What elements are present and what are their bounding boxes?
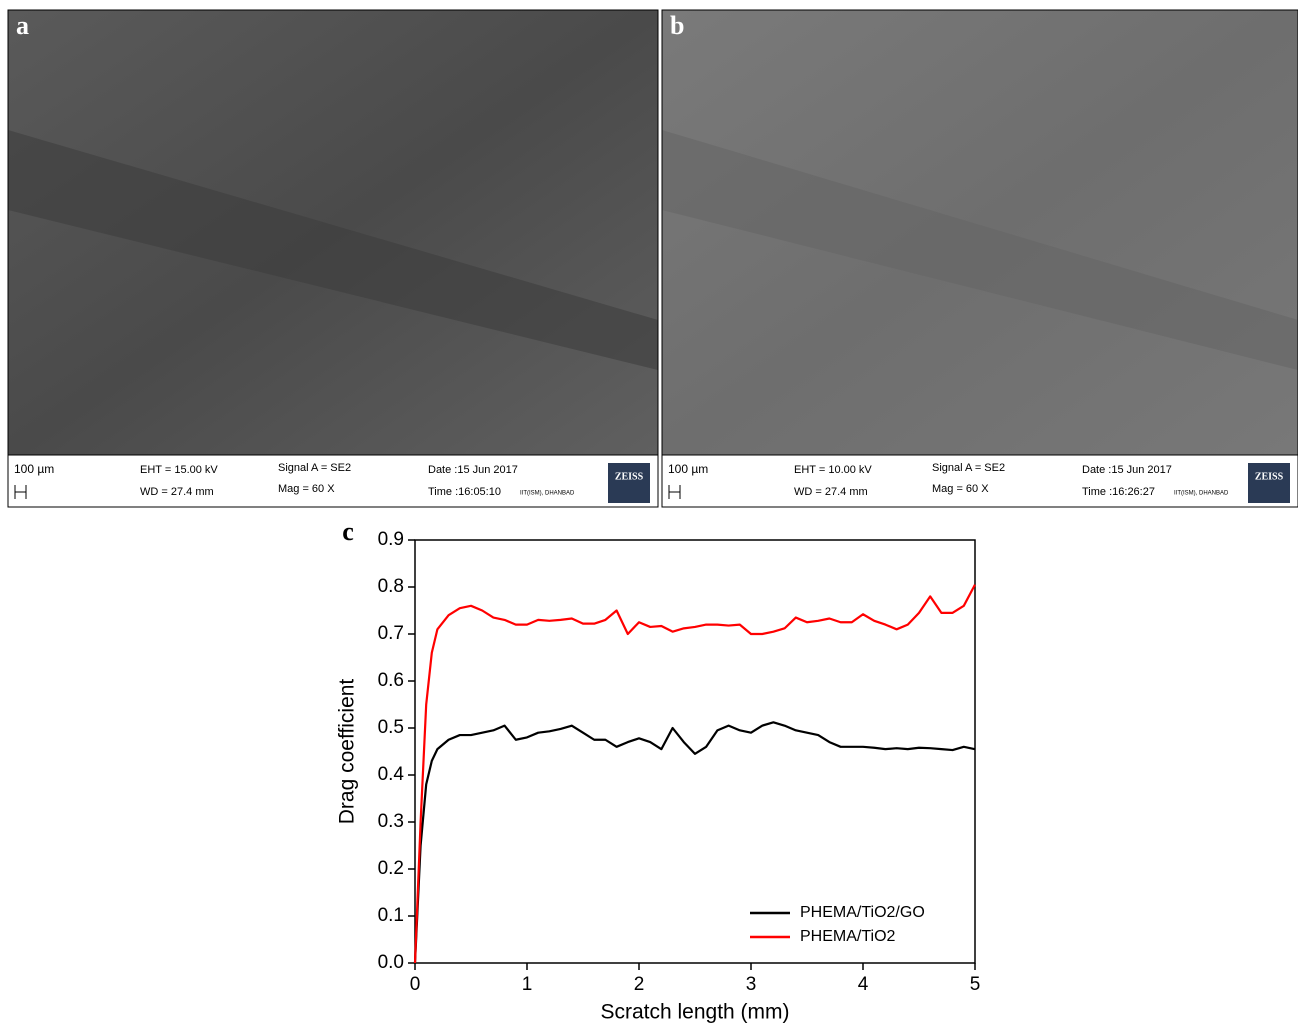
y-tick-label: 0.4 [378, 764, 405, 785]
info-bar [7, 454, 659, 508]
wd: WD = 27.4 mm [794, 486, 868, 498]
date: Date :15 Jun 2017 [428, 464, 518, 476]
x-tick-label: 2 [634, 974, 645, 995]
x-tick-label: 3 [746, 974, 757, 995]
y-tick-label: 0.5 [378, 717, 404, 738]
panel-border [7, 9, 659, 508]
eht: EHT = 10.00 kV [794, 464, 872, 476]
mag: Mag = 60 X [278, 483, 335, 495]
y-tick-label: 0.3 [378, 811, 404, 832]
scratch-track [8, 130, 658, 370]
y-tick-label: 0.9 [378, 529, 404, 550]
panel-label: a [16, 11, 29, 40]
x-tick-label: 0 [410, 974, 421, 995]
x-tick-label: 1 [522, 974, 533, 995]
signal: Signal A = SE2 [932, 462, 1005, 474]
x-tick-label: 5 [970, 974, 981, 995]
legend-label: PHEMA/TiO2 [800, 928, 896, 945]
panel-label: b [670, 11, 684, 40]
panel-border [661, 9, 1298, 508]
panel-label: c [342, 517, 354, 546]
logo: ZEISS [1255, 471, 1284, 482]
org: IIT(ISM), DHANBAD [520, 491, 575, 497]
y-tick-label: 0.8 [378, 576, 404, 597]
y-axis-label: Drag coefficient [336, 679, 359, 825]
x-axis-label: Scratch length (mm) [600, 1001, 789, 1024]
info-bar [661, 454, 1298, 508]
y-tick-label: 0.6 [378, 670, 404, 691]
scale-label: 100 µm [668, 462, 708, 476]
scale-bar [14, 485, 27, 499]
scale-label: 100 µm [14, 462, 54, 476]
mag: Mag = 60 X [932, 483, 989, 495]
signal: Signal A = SE2 [278, 462, 351, 474]
time: Time :16:26:27 [1082, 486, 1155, 498]
series-line [413, 584, 976, 964]
scratch-track [662, 130, 1298, 370]
y-tick-label: 0.0 [378, 952, 404, 973]
logo-box [608, 463, 650, 503]
eht: EHT = 15.00 kV [140, 464, 218, 476]
legend-label: PHEMA/TiO2/GO [800, 904, 925, 921]
date: Date :15 Jun 2017 [1082, 464, 1172, 476]
series-line [413, 721, 976, 964]
logo-box [1248, 463, 1290, 503]
time: Time :16:05:10 [428, 486, 501, 498]
plot-frame [414, 539, 976, 964]
org: IIT(ISM), DHANBAD [1174, 491, 1229, 497]
x-tick-label: 4 [858, 974, 869, 995]
scale-bar [668, 485, 681, 499]
wd: WD = 27.4 mm [140, 486, 214, 498]
y-tick-label: 0.2 [378, 858, 404, 879]
y-tick-label: 0.7 [378, 623, 404, 644]
logo: ZEISS [615, 471, 644, 482]
y-tick-label: 0.1 [378, 905, 404, 926]
